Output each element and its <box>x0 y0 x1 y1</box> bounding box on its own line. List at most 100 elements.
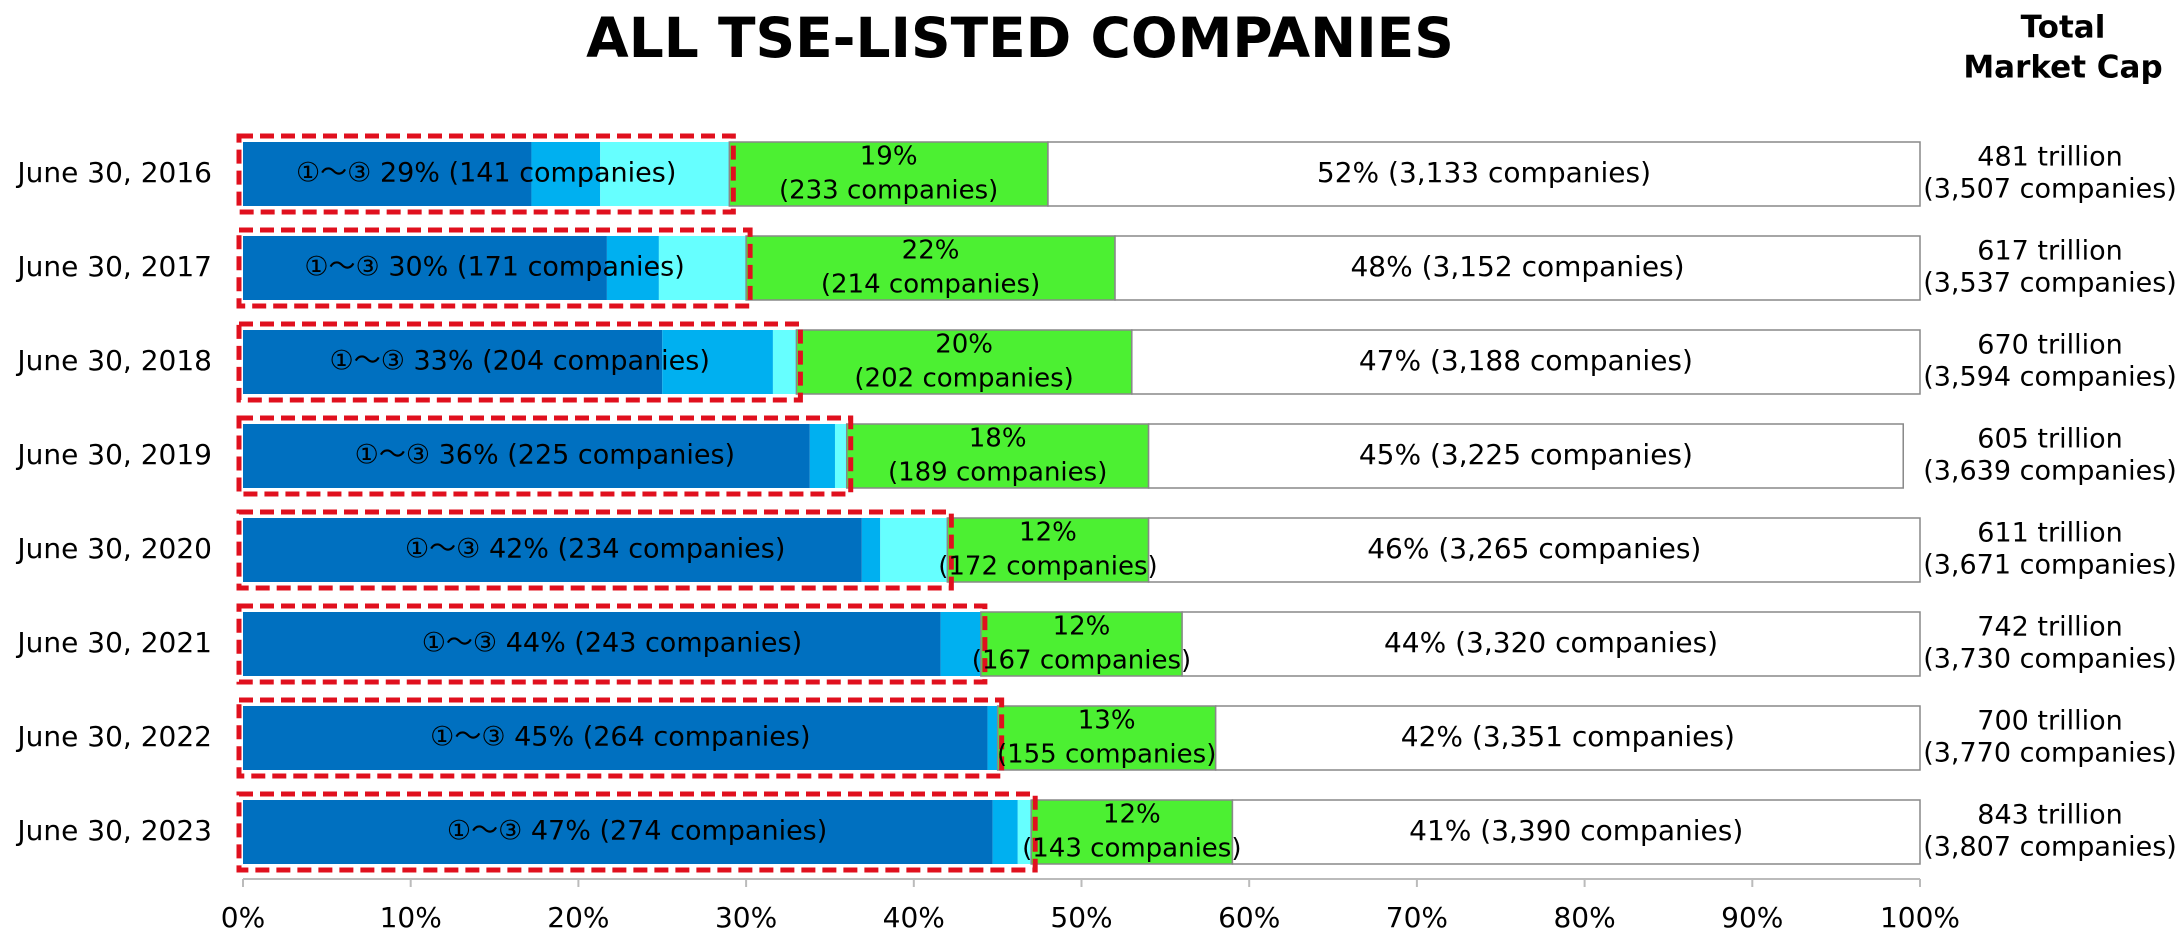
category-label: June 30, 2022 <box>15 720 212 753</box>
bar-segment <box>992 800 1018 864</box>
group-box <box>236 415 854 497</box>
total-label: 611 trillion <box>1977 518 2122 549</box>
green-count-label: (233 companies) <box>779 176 998 206</box>
green-count-label: (143 companies) <box>1022 834 1241 864</box>
white-label: 42% (3,351 companies) <box>1401 720 1735 753</box>
bar-segment <box>243 424 810 488</box>
bar-segment <box>1231 799 1921 865</box>
x-tick-label: 0% <box>221 901 265 931</box>
total-count-label: (3,671 companies) <box>1923 550 2177 581</box>
total-label: 670 trillion <box>1977 330 2122 361</box>
total-label: 742 trillion <box>1977 612 2122 643</box>
bar-segment <box>606 236 659 300</box>
group-box <box>236 227 753 309</box>
white-label: 45% (3,225 companies) <box>1359 438 1693 471</box>
x-tick-label: 90% <box>1721 901 1783 931</box>
bar-segment <box>987 706 998 770</box>
bar-segment <box>243 518 862 582</box>
green-label: 12% <box>1053 612 1111 642</box>
bar-segment <box>1114 235 1921 301</box>
group-label: ①～③ 42% (234 companies) <box>405 534 785 565</box>
group-label: ①～③ 45% (264 companies) <box>430 722 810 753</box>
group-box <box>236 509 954 591</box>
total-label: 605 trillion <box>1977 424 2122 455</box>
category-label: June 30, 2023 <box>15 814 212 847</box>
bar-segment <box>600 142 730 206</box>
bar-segment <box>772 330 797 394</box>
category-label: June 30, 2018 <box>15 344 212 377</box>
x-tick-label: 20% <box>547 901 609 931</box>
chart-title: ALL TSE-LISTED COMPANIES <box>586 6 1454 70</box>
bar-segment <box>980 611 1183 677</box>
green-label: 12% <box>1019 518 1077 548</box>
bar-segment <box>1181 611 1921 677</box>
category-label: June 30, 2019 <box>15 438 212 471</box>
x-tick-label: 30% <box>715 901 777 931</box>
x-tick-label: 100% <box>1880 901 1960 931</box>
bar-segment <box>243 800 993 864</box>
x-tick-label: 60% <box>1218 901 1280 931</box>
green-count-label: (167 companies) <box>972 646 1191 676</box>
bar-segment <box>243 142 532 206</box>
bar-segment <box>1214 705 1921 771</box>
bar-segment <box>880 518 948 582</box>
green-label: 20% <box>935 330 993 360</box>
green-count-label: (155 companies) <box>997 740 1216 770</box>
white-label: 48% (3,152 companies) <box>1350 250 1684 283</box>
bar-segment <box>834 424 847 488</box>
category-label: June 30, 2017 <box>15 250 212 283</box>
bar-segment <box>662 330 773 394</box>
x-tick-label: 80% <box>1553 901 1615 931</box>
x-tick-label: 40% <box>883 901 945 931</box>
bar-segment <box>809 424 835 488</box>
green-count-label: (172 companies) <box>938 552 1157 582</box>
right-title: Total <box>2021 10 2106 46</box>
green-label: 13% <box>1078 706 1136 736</box>
x-tick-label: 10% <box>380 901 442 931</box>
group-box <box>236 321 803 403</box>
bar-segment <box>243 236 607 300</box>
bar-segment <box>1017 800 1032 864</box>
total-count-label: (3,730 companies) <box>1923 644 2177 675</box>
bar-segment <box>1030 799 1234 865</box>
category-label: June 30, 2016 <box>15 156 212 189</box>
total-label: 617 trillion <box>1977 236 2122 267</box>
bar-segment <box>243 330 663 394</box>
bar-segment <box>531 142 601 206</box>
total-count-label: (3,770 companies) <box>1923 738 2177 769</box>
group-box <box>236 697 1005 779</box>
white-label: 52% (3,133 companies) <box>1317 156 1651 189</box>
green-count-label: (189 companies) <box>888 458 1107 488</box>
green-count-label: (202 companies) <box>854 364 1073 394</box>
bar-segment <box>845 423 1150 489</box>
category-label: June 30, 2021 <box>15 626 212 659</box>
white-label: 47% (3,188 companies) <box>1359 344 1693 377</box>
bar-segment <box>1147 423 1904 489</box>
total-label: 843 trillion <box>1977 800 2122 831</box>
bar-segment <box>1047 141 1921 207</box>
group-label: ①～③ 44% (243 companies) <box>422 628 802 659</box>
bar-segment <box>1131 329 1921 395</box>
bar-segment <box>940 612 981 676</box>
x-tick-label: 70% <box>1386 901 1448 931</box>
bar-segment <box>745 235 1116 301</box>
bar-segment <box>243 706 988 770</box>
total-label: 700 trillion <box>1977 706 2122 737</box>
right-title: Market Cap <box>1963 50 2162 86</box>
green-label: 19% <box>860 142 918 172</box>
total-count-label: (3,807 companies) <box>1923 832 2177 863</box>
group-label: ①～③ 30% (171 companies) <box>304 252 684 283</box>
white-label: 46% (3,265 companies) <box>1367 532 1701 565</box>
group-label: ①～③ 33% (204 companies) <box>329 346 709 377</box>
total-count-label: (3,507 companies) <box>1923 174 2177 205</box>
total-count-label: (3,594 companies) <box>1923 362 2177 393</box>
category-label: June 30, 2020 <box>15 532 212 565</box>
group-box <box>236 791 1038 873</box>
green-label: 12% <box>1103 800 1161 830</box>
group-box <box>236 133 736 215</box>
green-label: 18% <box>969 424 1027 454</box>
bar-segment <box>1147 517 1921 583</box>
white-label: 44% (3,320 companies) <box>1384 626 1718 659</box>
total-count-label: (3,537 companies) <box>1923 268 2177 299</box>
